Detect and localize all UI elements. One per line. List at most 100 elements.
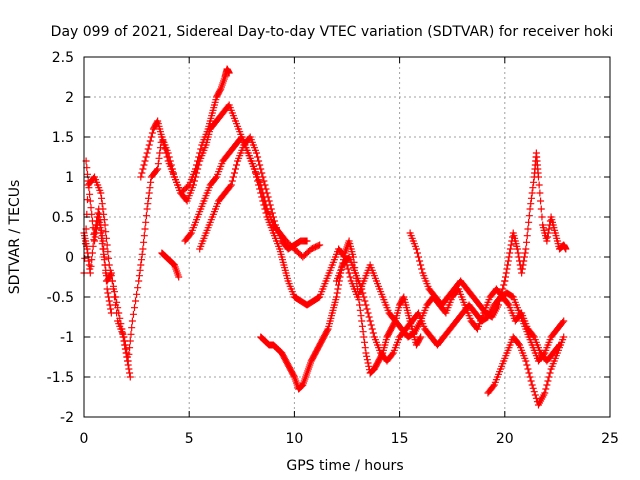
data-point	[345, 269, 353, 277]
chart-title: Day 099 of 2021, Sidereal Day-to-day VTE…	[51, 24, 614, 40]
data-point	[255, 157, 263, 165]
data-point	[506, 249, 514, 257]
data-point	[135, 277, 143, 285]
data-point	[140, 161, 148, 169]
data-point	[417, 261, 425, 269]
data-point	[109, 285, 117, 293]
data-point	[97, 189, 105, 197]
data-point	[361, 297, 369, 305]
grid-lines	[84, 57, 610, 417]
data-point	[98, 240, 106, 248]
data-point	[230, 169, 238, 177]
data-point	[142, 218, 150, 226]
y-tick-label: 1.5	[52, 130, 74, 146]
data-point	[489, 382, 497, 390]
axis-ticks: 0 5 10 15 20 25 -2 -1.5 -1 -0.5 0 0.5 1 1.5 2 2.5	[47, 50, 619, 447]
data-point	[359, 289, 367, 297]
data-point	[229, 173, 237, 181]
data-point	[122, 345, 130, 353]
data-point	[535, 181, 543, 189]
data-point	[128, 317, 136, 325]
data-point	[128, 324, 136, 332]
data-point	[113, 309, 121, 317]
data-point	[89, 224, 97, 232]
data-point	[355, 296, 363, 304]
data-point	[251, 169, 259, 177]
data-point	[334, 285, 342, 293]
data-point	[358, 285, 366, 293]
data-point	[104, 248, 112, 256]
data-point	[333, 289, 341, 297]
data-point	[344, 265, 352, 273]
data-point	[256, 185, 264, 193]
data-point	[107, 270, 115, 278]
data-point	[366, 317, 374, 325]
data-point	[125, 350, 133, 358]
data-point	[121, 341, 129, 349]
data-point	[412, 245, 420, 253]
data-point	[501, 277, 509, 285]
data-point	[500, 281, 508, 289]
data-point	[257, 189, 265, 197]
data-point	[89, 242, 97, 250]
data-point	[513, 245, 521, 253]
data-point	[358, 317, 366, 325]
data-point	[143, 205, 151, 213]
data-point	[360, 293, 368, 301]
data-point	[303, 237, 311, 245]
data-point	[499, 285, 507, 293]
data-point	[519, 261, 527, 269]
data-point	[139, 245, 147, 253]
data-point	[562, 245, 570, 253]
data-point	[158, 133, 166, 141]
data-point	[268, 209, 276, 217]
data-point	[361, 338, 369, 346]
data-point	[528, 189, 536, 197]
data-point	[160, 141, 168, 149]
data-point	[523, 238, 531, 246]
data-point	[93, 225, 101, 233]
data-point	[253, 173, 261, 181]
data-point	[146, 137, 154, 145]
data-point	[518, 269, 526, 277]
data-point	[506, 245, 514, 253]
data-point	[233, 161, 241, 169]
data-point	[228, 177, 236, 185]
data-point	[99, 245, 107, 253]
data-point	[137, 173, 145, 181]
data-point	[186, 230, 194, 238]
data-point	[184, 182, 192, 190]
data-point	[256, 161, 264, 169]
data-point	[503, 265, 511, 273]
data-point	[144, 145, 152, 153]
data-point	[369, 329, 377, 337]
data-point	[262, 185, 270, 193]
data-points	[80, 65, 570, 409]
data-point	[530, 388, 538, 396]
data-point	[546, 369, 554, 377]
data-point	[105, 297, 113, 305]
data-point	[162, 149, 170, 157]
data-point	[529, 332, 537, 340]
data-point	[266, 201, 274, 209]
data-point	[108, 277, 116, 285]
data-point	[532, 394, 540, 402]
data-point	[145, 194, 153, 202]
series-trace-10	[406, 229, 509, 321]
data-point	[88, 256, 96, 264]
y-tick-label: 0.5	[52, 210, 74, 226]
data-point	[161, 145, 169, 153]
data-point	[523, 232, 531, 240]
data-point	[105, 293, 113, 301]
data-point	[544, 377, 552, 385]
data-point	[314, 242, 322, 250]
data-point	[138, 256, 146, 264]
data-point	[127, 330, 135, 338]
data-point	[156, 149, 164, 157]
data-point	[525, 369, 533, 377]
data-point	[143, 149, 151, 157]
data-point	[514, 249, 522, 257]
data-point	[262, 209, 270, 217]
data-point	[258, 169, 266, 177]
data-point	[541, 389, 549, 397]
